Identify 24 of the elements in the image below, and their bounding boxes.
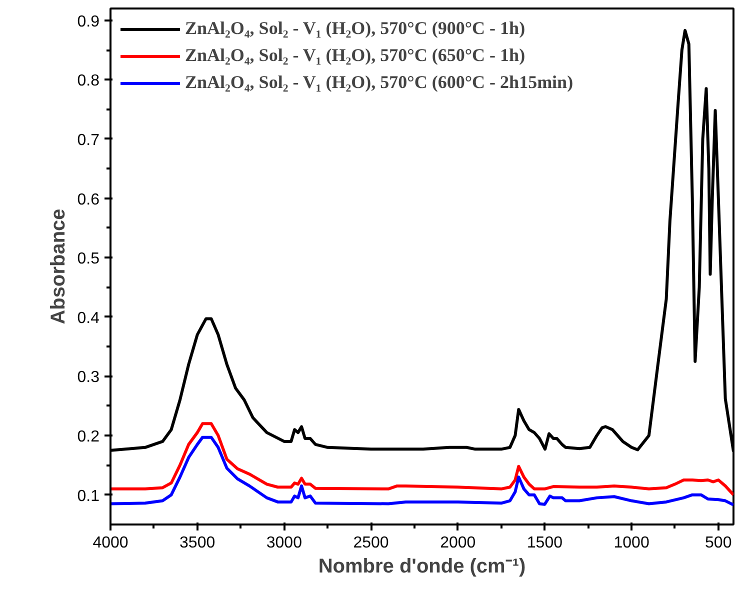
x-axis-title: Nombre d'onde (cm⁻¹) [318,556,526,578]
x-tick-label: 3000 [266,534,302,552]
x-tick-label: 1000 [614,534,650,552]
x-tick-label: 2000 [440,534,476,552]
y-tick-label: 0.5 [77,250,100,268]
y-tick-label: 0.6 [77,191,100,208]
y-tick-label: 0.4 [77,310,100,327]
y-tick-label: 0.8 [77,72,100,90]
legend-label: ZnAl₂O₄, Sol₂ - V₁ (H₂O), 570°C (600°C - 2h15min) [185,72,574,93]
x-tick-label: 1500 [526,534,563,552]
x-tick-label: 4000 [92,534,128,552]
y-tick-label: 0.3 [77,369,100,386]
line-series [110,436,734,506]
y-tick-label: 0.9 [77,13,100,30]
x-tick-label: 2500 [353,534,389,552]
legend-label: ZnAl₂O₄, Sol₂ - V₁ (H₂O), 570°C (650°C - 1h) [185,45,526,66]
legend-label: ZnAl₂O₄, Sol₂ - V₁ (H₂O), 570°C (900°C - 1h) [185,18,526,39]
y-axis-title: Absorbance [47,208,70,324]
x-tick-label: 500 [705,534,732,552]
y-tick-label: 0.7 [77,132,100,149]
x-tick-label: 3500 [180,534,216,552]
y-tick-label: 0.2 [77,428,100,446]
line-series [110,422,734,496]
y-tick-label: 0.1 [77,488,100,505]
